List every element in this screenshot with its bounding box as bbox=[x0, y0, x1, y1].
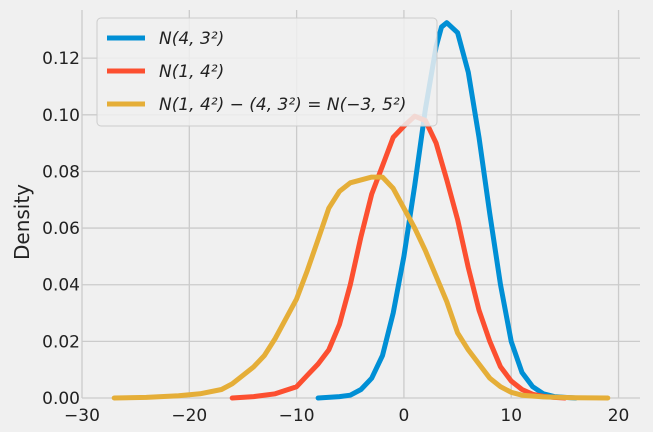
legend-label-3: N(1, 4²) − (4, 3²) = N(−3, 5²) bbox=[159, 95, 406, 115]
y-tick-label: 0.06 bbox=[42, 219, 80, 239]
y-tick-label: 0.00 bbox=[42, 389, 80, 409]
x-axis-ticks: −30 −20 −10 0 10 20 bbox=[64, 406, 629, 426]
legend-label-1: N(4, 3²) bbox=[159, 29, 224, 49]
series-line-1 bbox=[315, 20, 579, 401]
y-tick-label: 0.10 bbox=[42, 106, 80, 126]
y-axis-ticks: 0.00 0.02 0.04 0.06 0.08 0.10 0.12 bbox=[42, 49, 80, 409]
legend-label-2: N(1, 4²) bbox=[159, 62, 224, 82]
y-tick-label: 0.02 bbox=[42, 332, 80, 352]
y-tick-label: 0.12 bbox=[42, 49, 80, 69]
x-tick-label: 20 bbox=[608, 406, 630, 426]
series-line-3 bbox=[111, 174, 611, 401]
y-tick-label: 0.04 bbox=[42, 276, 80, 296]
y-tick-label: 0.08 bbox=[42, 162, 80, 182]
x-tick-label: −10 bbox=[279, 406, 315, 426]
x-tick-label: −20 bbox=[171, 406, 207, 426]
x-tick-label: −30 bbox=[64, 406, 100, 426]
legend-box bbox=[96, 17, 438, 127]
y-axis-title: Density bbox=[10, 184, 34, 260]
legend: N(4, 3²) N(1, 4²) N(1, 4²) − (4, 3²) = N(−… bbox=[96, 17, 438, 127]
x-tick-label: 0 bbox=[399, 406, 410, 426]
x-tick-label: 10 bbox=[500, 406, 522, 426]
